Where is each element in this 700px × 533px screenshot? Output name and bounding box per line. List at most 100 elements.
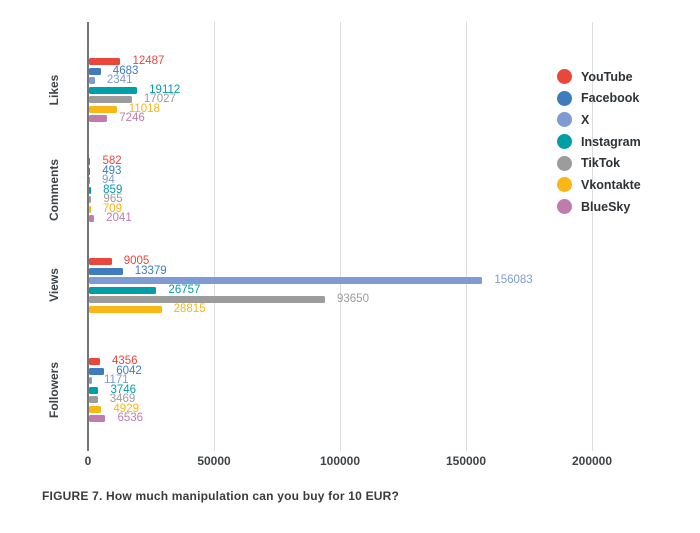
bar-value-label: 2341 (106, 74, 133, 86)
bar-value-label: 1171 (103, 374, 129, 386)
bar-row-instagram-comments: 859 (89, 183, 123, 196)
legend-dot-icon (557, 155, 572, 171)
legend-label: Facebook (581, 91, 640, 106)
bar-x (89, 277, 483, 284)
figure-caption: FIGURE 7. How much manipulation can you … (42, 489, 400, 503)
bar-vkontakte (89, 405, 102, 413)
bar-row-vkontakte-followers: 4929 (89, 402, 139, 415)
bar-value-label: 493 (102, 164, 122, 177)
category-label-views: Views (47, 268, 61, 303)
bar-row-youtube-likes: 12487 (89, 55, 165, 67)
bar-value-label: 13379 (134, 264, 167, 277)
bar-value-label: 9005 (123, 255, 150, 267)
legend-label: YouTube (581, 69, 633, 84)
bar-row-facebook-likes: 4683 (89, 64, 139, 77)
legend-dot-icon (557, 112, 572, 128)
bar-facebook (89, 167, 91, 175)
bar-value-label: 93650 (336, 293, 369, 305)
bar-value-label: 19112 (149, 83, 181, 96)
gridline-150000 (466, 22, 467, 451)
legend-item-tiktok: TikTok (557, 155, 641, 171)
bar-value-label: 965 (103, 193, 123, 205)
bar-youtube (89, 158, 91, 165)
bar-facebook (89, 367, 105, 375)
bar-row-youtube-views: 9005 (89, 255, 150, 267)
bar-value-label: 582 (102, 155, 122, 167)
legend-dot-icon (557, 90, 572, 106)
x-tick-label: 0 (84, 454, 92, 468)
bar-value-label: 3746 (110, 383, 137, 396)
bar-bluesky (89, 415, 106, 422)
bar-row-tiktok-comments: 965 (89, 193, 123, 205)
bar-youtube (89, 258, 112, 265)
bar-value-label: 6536 (117, 412, 144, 424)
bar-row-x-comments: 94 (89, 174, 115, 186)
legend-item-bluesky: BlueSky (557, 199, 641, 215)
legend-label: Instagram (581, 134, 641, 149)
bar-x (89, 77, 95, 84)
bar-value-label: 4929 (113, 402, 139, 415)
bar-row-bluesky-followers: 6536 (89, 412, 144, 424)
bar-tiktok (89, 196, 92, 203)
bar-row-x-views: 156083 (89, 274, 533, 286)
x-tick-label: 50000 (197, 454, 231, 468)
bar-value-label: 709 (102, 202, 122, 215)
legend-item-x: X (557, 112, 641, 128)
bar-vkontakte (89, 205, 91, 213)
bar-row-x-likes: 2341 (89, 74, 133, 86)
category-label-likes: Likes (47, 74, 61, 106)
bar-row-tiktok-views: 93650 (89, 293, 369, 305)
bar-value-label: 11018 (128, 102, 160, 115)
bar-row-vkontakte-likes: 11018 (89, 102, 160, 115)
gridline-100000 (340, 22, 341, 451)
bar-bluesky (89, 215, 95, 222)
bar-row-facebook-comments: 493 (89, 164, 122, 177)
legend-item-instagram: Instagram (557, 134, 641, 150)
bar-facebook (89, 267, 123, 275)
bar-row-tiktok-likes: 17027 (89, 93, 176, 105)
bar-value-label: 4356 (111, 355, 138, 367)
bar-row-facebook-followers: 6042 (89, 364, 142, 377)
bar-value-label: 12487 (132, 55, 165, 67)
legend-label: TikTok (581, 156, 621, 171)
bar-value-label: 4683 (112, 64, 139, 77)
bar-instagram (89, 386, 99, 394)
bar-bluesky (89, 115, 108, 122)
legend-dot-icon (557, 199, 572, 215)
legend-dot-icon (557, 134, 572, 150)
bar-value-label: 28815 (173, 302, 206, 315)
legend-item-youtube: YouTube (557, 69, 641, 84)
bar-youtube (89, 58, 121, 65)
bar-value-label: 3469 (109, 393, 136, 405)
bar-row-x-followers: 1171 (89, 374, 129, 386)
gridline-50000 (214, 22, 215, 451)
bar-row-instagram-views: 26757 (89, 284, 200, 295)
bar-value-label: 94 (102, 174, 115, 186)
bar-instagram (89, 86, 138, 94)
legend-item-facebook: Facebook (557, 90, 641, 106)
bar-vkontakte (89, 305, 162, 313)
legend-dot-icon (557, 177, 572, 193)
x-tick-label: 100000 (319, 454, 361, 468)
bar-row-youtube-comments: 582 (89, 155, 122, 167)
x-tick-label: 150000 (445, 454, 487, 468)
bar-row-tiktok-followers: 3469 (89, 393, 136, 405)
bar-row-bluesky-likes: 7246 (89, 112, 145, 124)
bar-value-label: 6042 (116, 364, 142, 377)
legend-item-vkontakte: Vkontakte (557, 177, 641, 193)
bar-row-instagram-likes: 19112 (89, 83, 181, 96)
bar-x (89, 377, 92, 384)
bar-value-label: 859 (103, 183, 123, 196)
gridline-200000 (592, 22, 593, 451)
bar-row-vkontakte-views: 28815 (89, 302, 206, 315)
legend-label: BlueSky (581, 199, 631, 214)
bar-value-label: 156083 (494, 274, 533, 286)
legend-label: Vkontakte (581, 177, 641, 192)
bar-facebook (89, 67, 101, 75)
bar-value-label: 7246 (119, 112, 145, 124)
bar-value-label: 17027 (143, 93, 176, 105)
bar-instagram (89, 286, 157, 294)
bar-tiktok (89, 96, 132, 103)
legend-label: X (581, 112, 590, 127)
